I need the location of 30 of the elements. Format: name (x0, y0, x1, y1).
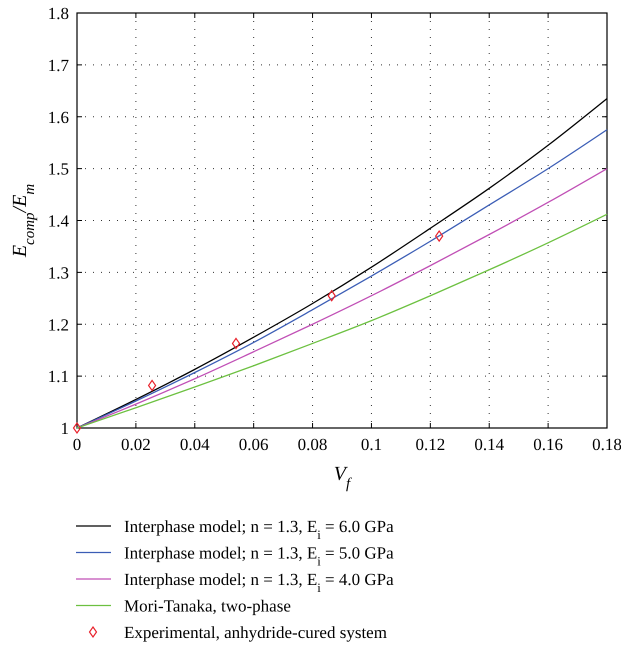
x-tick-label: 0.1 (360, 435, 382, 454)
x-tick-label: 0.08 (298, 435, 328, 454)
y-tick-label: 1.8 (48, 4, 69, 23)
y-tick-label: 1.3 (48, 263, 69, 282)
x-tick-label: 0.14 (474, 435, 505, 454)
x-tick-label: 0 (72, 435, 82, 454)
point (328, 290, 336, 302)
y-tick-label: 1.5 (48, 160, 69, 179)
y-tick-label: 1.4 (48, 212, 70, 230)
y-tick-label: 1.2 (48, 315, 69, 334)
point (148, 380, 156, 392)
y-tick-label: 1 (60, 419, 69, 438)
x-axis-title: V$_{f}$ (334, 463, 352, 492)
y-tick-label: 1.1 (48, 367, 69, 386)
legend-label: Interphase model; n = 1.3, E$_{i}$ = 5.0 GPa (124, 544, 394, 568)
legend-label: Interphase model; n = 1.3, E$_{i}$ = 4.0 GPa (124, 570, 394, 595)
x-tick-label: 0.04 (180, 435, 210, 454)
point (435, 230, 444, 242)
point (72, 422, 82, 434)
x-tick-label: 0.16 (533, 435, 563, 454)
y-tick-label: 1.6 (48, 108, 69, 127)
point (232, 338, 240, 350)
x-tick-label: 0.06 (238, 435, 269, 454)
x-tick-label: 0.12 (415, 435, 446, 454)
y-tick-label: 1.7 (48, 56, 70, 75)
x-tick-label: 0.18 (592, 435, 621, 454)
legend-label: Interphase model; n = 1.3, E$_{i}$ = 6.0 GPa (124, 517, 394, 542)
legend-label: Experimental, anhydride-cured system (124, 623, 387, 642)
legend-label: Mori-Tanaka, two-phase (124, 596, 291, 616)
x-tick-label: 0.02 (121, 435, 151, 454)
